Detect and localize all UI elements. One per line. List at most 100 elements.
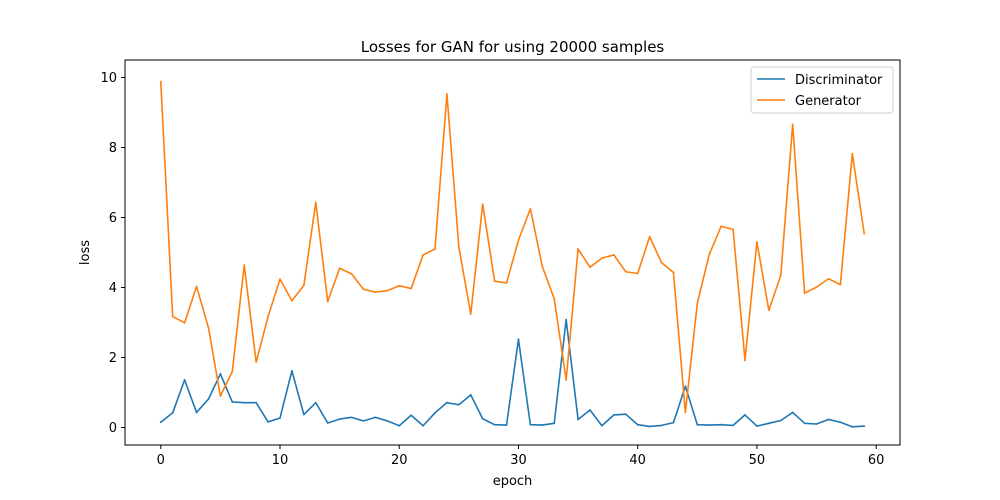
data-point-discriminator-17 bbox=[362, 419, 365, 422]
data-point-generator-17 bbox=[362, 288, 365, 291]
y-axis-label: loss bbox=[78, 240, 93, 265]
data-point-generator-28 bbox=[493, 280, 496, 283]
data-point-discriminator-11 bbox=[291, 369, 293, 372]
data-point-discriminator-14 bbox=[326, 422, 329, 424]
data-point-generator-22 bbox=[422, 254, 424, 256]
series-line-discriminator bbox=[160, 318, 865, 428]
x-tick-label: 30 bbox=[510, 453, 527, 468]
data-point-discriminator-42 bbox=[660, 424, 663, 427]
data-point-discriminator-32 bbox=[541, 424, 544, 426]
data-point-generator-14 bbox=[326, 300, 329, 303]
legend: Discriminator Generator bbox=[750, 66, 894, 114]
data-point-discriminator-1 bbox=[171, 411, 174, 414]
data-point-discriminator-47 bbox=[720, 423, 723, 426]
data-point-generator-51 bbox=[767, 309, 770, 312]
data-point-generator-37 bbox=[601, 257, 603, 259]
data-point-discriminator-34 bbox=[565, 318, 568, 321]
data-point-generator-47 bbox=[720, 225, 723, 228]
data-point-discriminator-16 bbox=[350, 416, 353, 419]
data-point-discriminator-30 bbox=[517, 338, 520, 341]
data-point-discriminator-24 bbox=[446, 401, 448, 404]
data-point-generator-56 bbox=[827, 277, 830, 280]
data-point-generator-23 bbox=[434, 248, 436, 250]
data-point-discriminator-49 bbox=[744, 414, 746, 416]
data-point-discriminator-8 bbox=[255, 401, 258, 404]
y-tick-label: 6 bbox=[109, 211, 117, 226]
data-point-discriminator-55 bbox=[815, 423, 818, 425]
data-point-generator-53 bbox=[791, 123, 794, 126]
data-point-discriminator-27 bbox=[481, 417, 484, 420]
data-point-discriminator-15 bbox=[338, 418, 341, 420]
data-point-generator-5 bbox=[219, 395, 222, 397]
data-point-generator-25 bbox=[457, 246, 460, 249]
data-point-generator-52 bbox=[779, 274, 782, 277]
y-tick-label: 8 bbox=[109, 141, 117, 156]
data-point-discriminator-50 bbox=[756, 425, 758, 427]
plot-frame bbox=[124, 59, 901, 446]
data-point-generator-13 bbox=[314, 201, 317, 204]
data-point-generator-1 bbox=[171, 315, 174, 318]
data-point-discriminator-2 bbox=[183, 379, 186, 381]
x-axis-label: epoch bbox=[493, 474, 533, 489]
legend-label-discriminator: Discriminator bbox=[795, 73, 883, 88]
data-point-generator-15 bbox=[338, 267, 341, 270]
data-point-discriminator-29 bbox=[505, 424, 508, 426]
y-tick-label: 4 bbox=[109, 281, 117, 296]
data-point-generator-8 bbox=[255, 361, 258, 363]
x-tick-label: 0 bbox=[157, 453, 165, 468]
data-point-discriminator-51 bbox=[767, 422, 770, 425]
data-point-generator-59 bbox=[863, 232, 866, 235]
data-point-generator-7 bbox=[243, 264, 246, 266]
data-point-discriminator-58 bbox=[851, 425, 854, 428]
data-point-discriminator-3 bbox=[195, 411, 198, 414]
series-line-generator bbox=[159, 81, 866, 414]
data-point-generator-18 bbox=[374, 291, 377, 293]
data-point-discriminator-25 bbox=[457, 403, 460, 406]
data-point-generator-50 bbox=[756, 241, 758, 243]
chart-title: Losses for GAN for using 20000 samples bbox=[361, 38, 665, 56]
data-point-discriminator-7 bbox=[243, 401, 246, 404]
data-point-generator-27 bbox=[481, 203, 484, 206]
data-point-discriminator-9 bbox=[267, 421, 269, 423]
data-point-discriminator-35 bbox=[577, 418, 579, 421]
data-point-discriminator-36 bbox=[589, 409, 591, 411]
data-point-discriminator-57 bbox=[839, 421, 842, 424]
data-point-discriminator-0 bbox=[159, 421, 162, 424]
data-point-generator-10 bbox=[279, 278, 281, 280]
data-point-generator-33 bbox=[553, 297, 556, 300]
data-point-discriminator-39 bbox=[624, 413, 627, 416]
data-point-discriminator-31 bbox=[529, 423, 532, 426]
data-point-discriminator-18 bbox=[374, 416, 377, 419]
data-point-generator-39 bbox=[624, 270, 627, 273]
data-point-generator-12 bbox=[302, 284, 305, 287]
data-point-discriminator-12 bbox=[302, 413, 305, 416]
data-point-discriminator-41 bbox=[648, 425, 651, 428]
data-point-discriminator-40 bbox=[636, 423, 639, 426]
data-point-discriminator-23 bbox=[434, 411, 436, 414]
legend-label-generator: Generator bbox=[795, 94, 862, 109]
data-point-generator-2 bbox=[183, 321, 186, 324]
data-point-generator-34 bbox=[565, 379, 568, 381]
data-point-discriminator-38 bbox=[612, 414, 615, 416]
data-point-generator-40 bbox=[636, 272, 639, 275]
data-point-discriminator-20 bbox=[398, 424, 401, 427]
data-point-generator-57 bbox=[839, 283, 842, 286]
data-point-discriminator-33 bbox=[553, 422, 556, 425]
data-point-discriminator-28 bbox=[493, 423, 496, 426]
data-point-discriminator-46 bbox=[708, 424, 711, 426]
data-point-generator-29 bbox=[505, 282, 508, 284]
data-point-generator-20 bbox=[398, 284, 401, 287]
x-tick-label: 10 bbox=[272, 453, 289, 468]
data-point-discriminator-48 bbox=[732, 424, 734, 427]
data-point-generator-45 bbox=[696, 302, 699, 305]
x-tick-label: 20 bbox=[391, 453, 408, 468]
data-point-generator-35 bbox=[577, 248, 579, 250]
data-point-generator-26 bbox=[469, 313, 472, 315]
x-tick-label: 50 bbox=[749, 453, 766, 468]
data-point-generator-58 bbox=[851, 152, 854, 155]
data-point-discriminator-44 bbox=[684, 385, 687, 388]
x-tick-label: 60 bbox=[868, 453, 885, 468]
data-point-discriminator-4 bbox=[207, 398, 210, 401]
data-point-generator-3 bbox=[195, 285, 198, 288]
data-point-generator-0 bbox=[159, 80, 162, 83]
